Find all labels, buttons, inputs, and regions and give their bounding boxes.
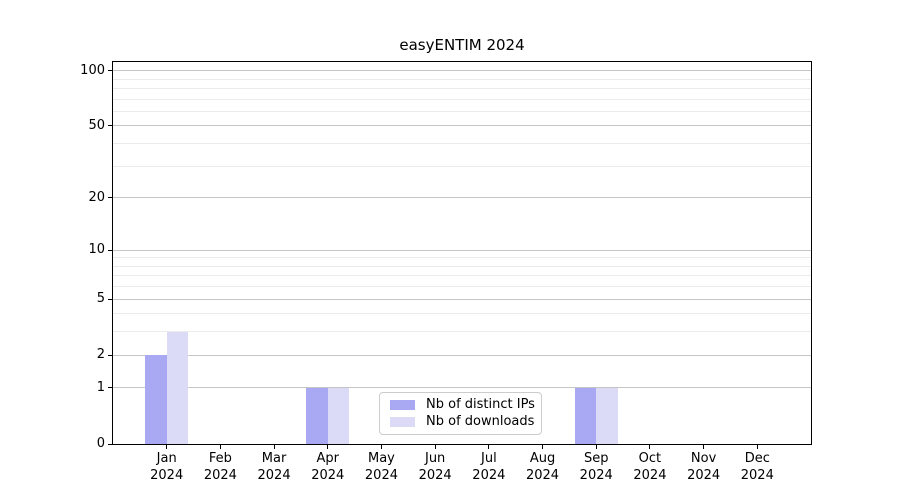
- x-tick-label-mar: Mar 2024: [257, 451, 291, 483]
- y-tick-50: [108, 125, 113, 127]
- y-tick-label-5: 5: [96, 291, 105, 307]
- x-tick-label-jul: Jul 2024: [472, 451, 506, 483]
- bar-distinct-ips-jan: [145, 355, 167, 444]
- x-tick-label-sep: Sep 2024: [579, 451, 613, 483]
- gridline-major-1: [113, 387, 811, 389]
- gridline-minor-30: [113, 165, 811, 167]
- gridline-major-100: [113, 70, 811, 72]
- x-tick-jul: [488, 444, 490, 449]
- bar-distinct-ips-sep: [574, 387, 597, 444]
- y-tick-1: [108, 387, 113, 389]
- x-tick-oct: [649, 444, 651, 449]
- legend-label-downloads: Nb of downloads: [426, 414, 535, 430]
- x-tick-nov: [703, 444, 705, 449]
- x-tick-label-jun: Jun 2024: [418, 451, 452, 483]
- x-tick-label-jan: Jan 2024: [150, 451, 184, 483]
- x-tick-label-feb: Feb 2024: [203, 451, 237, 483]
- legend-item-distinct-ips: Nb of distinct IPs: [390, 396, 535, 413]
- bar-downloads-apr: [327, 387, 350, 444]
- gridline-minor-60: [113, 110, 811, 112]
- y-tick-label-0: 0: [96, 436, 105, 451]
- gridline-major-10: [113, 249, 811, 251]
- gridline-minor-6: [113, 286, 811, 288]
- y-tick-2: [108, 354, 113, 356]
- y-tick-10: [108, 249, 113, 251]
- x-tick-may: [380, 444, 382, 449]
- bar-distinct-ips-apr: [306, 387, 328, 444]
- gridline-minor-3: [113, 331, 811, 333]
- gridline-minor-40: [113, 143, 811, 145]
- bar-downloads-sep: [596, 387, 618, 444]
- x-tick-label-aug: Aug 2024: [525, 451, 560, 483]
- x-tick-dec: [756, 444, 758, 449]
- gridline-minor-9: [113, 257, 811, 259]
- x-tick-aug: [542, 444, 544, 449]
- legend: Nb of distinct IPs Nb of downloads: [379, 392, 542, 435]
- bar-downloads-jan: [166, 331, 189, 444]
- distinct-ips-swatch: [390, 399, 415, 410]
- y-tick-label-50: 50: [88, 117, 105, 133]
- gridline-minor-8: [113, 265, 811, 267]
- x-tick-feb: [219, 444, 221, 449]
- legend-item-downloads: Nb of downloads: [390, 414, 534, 430]
- y-tick-5: [108, 298, 113, 300]
- x-tick-label-may: May 2024: [364, 451, 398, 483]
- x-tick-label-oct: Oct 2024: [633, 451, 667, 483]
- y-tick-100: [108, 70, 113, 72]
- y-tick-label-100: 100: [80, 62, 105, 78]
- x-tick-label-nov: Nov 2024: [687, 451, 721, 483]
- y-tick-label-20: 20: [88, 189, 105, 205]
- chart-title: easyENTIM 2024: [399, 36, 525, 54]
- gridline-minor-70: [113, 98, 811, 100]
- x-tick-apr: [327, 444, 329, 449]
- x-tick-label-apr: Apr 2024: [311, 451, 345, 483]
- y-tick-label-1: 1: [96, 379, 105, 395]
- x-tick-sep: [595, 444, 597, 449]
- y-tick-20: [108, 197, 113, 199]
- x-tick-jan: [166, 444, 168, 449]
- x-tick-jun: [434, 444, 436, 449]
- y-tick-label-2: 2: [96, 347, 105, 363]
- x-tick-label-dec: Dec 2024: [740, 451, 774, 483]
- gridline-major-2: [113, 354, 811, 356]
- downloads-swatch: [390, 417, 415, 428]
- gridline-major-20: [113, 197, 811, 199]
- gridline-minor-4: [113, 313, 811, 315]
- gridline-minor-7: [113, 275, 811, 277]
- x-tick-mar: [273, 444, 275, 449]
- gridline-minor-90: [113, 78, 811, 80]
- gridline-minor-80: [113, 88, 811, 90]
- plot-area: [112, 61, 812, 445]
- gridline-major-5: [113, 298, 811, 300]
- legend-label-distinct-ips: Nb of distinct IPs: [426, 396, 535, 412]
- y-tick-0: [108, 443, 113, 445]
- gridline-major-50: [113, 125, 811, 127]
- y-tick-label-10: 10: [88, 242, 105, 258]
